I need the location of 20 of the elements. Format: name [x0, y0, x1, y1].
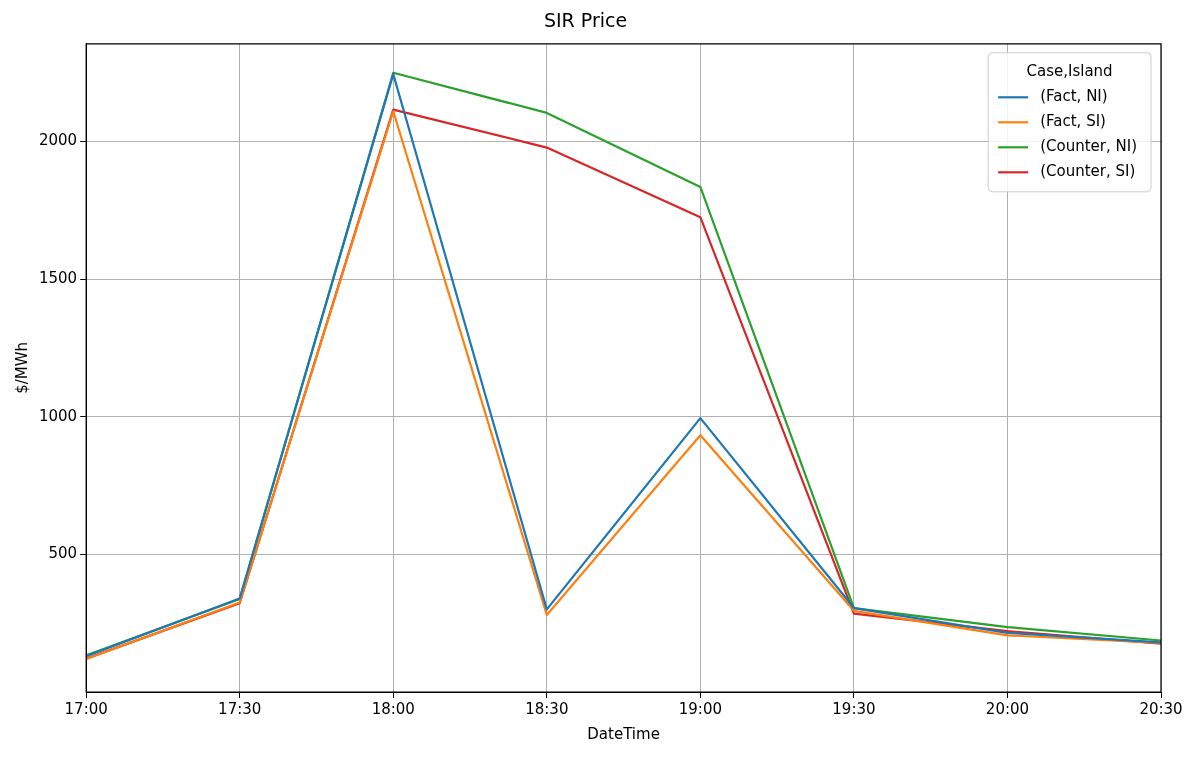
y-tick-label: 1000 — [38, 406, 78, 425]
x-tick-label: 19:30 — [832, 699, 876, 718]
y-axis-title: $/MWh — [12, 341, 31, 394]
x-tick-label: 17:30 — [218, 699, 262, 718]
x-axis-title: DateTime — [587, 724, 660, 743]
chart-title: SIR Price — [543, 9, 628, 32]
legend-title: Case,Island — [1026, 62, 1113, 81]
legend-label: (Fact, SI) — [1040, 112, 1106, 131]
legend-label: (Counter, SI) — [1040, 162, 1136, 181]
x-tick-label: 19:00 — [678, 699, 722, 718]
x-tick-label: 17:00 — [64, 699, 108, 718]
x-tick-label: 18:30 — [525, 699, 569, 718]
x-tick-label: 20:00 — [985, 699, 1030, 718]
x-tick-label: 18:00 — [371, 699, 415, 718]
legend-label: (Counter, NI) — [1040, 137, 1137, 156]
x-tick-label: 20:30 — [1139, 699, 1183, 718]
y-tick-label: 500 — [48, 544, 78, 563]
y-tick-label: 2000 — [38, 131, 78, 150]
legend-label: (Fact, NI) — [1040, 87, 1108, 106]
y-tick-label: 1500 — [38, 269, 78, 288]
